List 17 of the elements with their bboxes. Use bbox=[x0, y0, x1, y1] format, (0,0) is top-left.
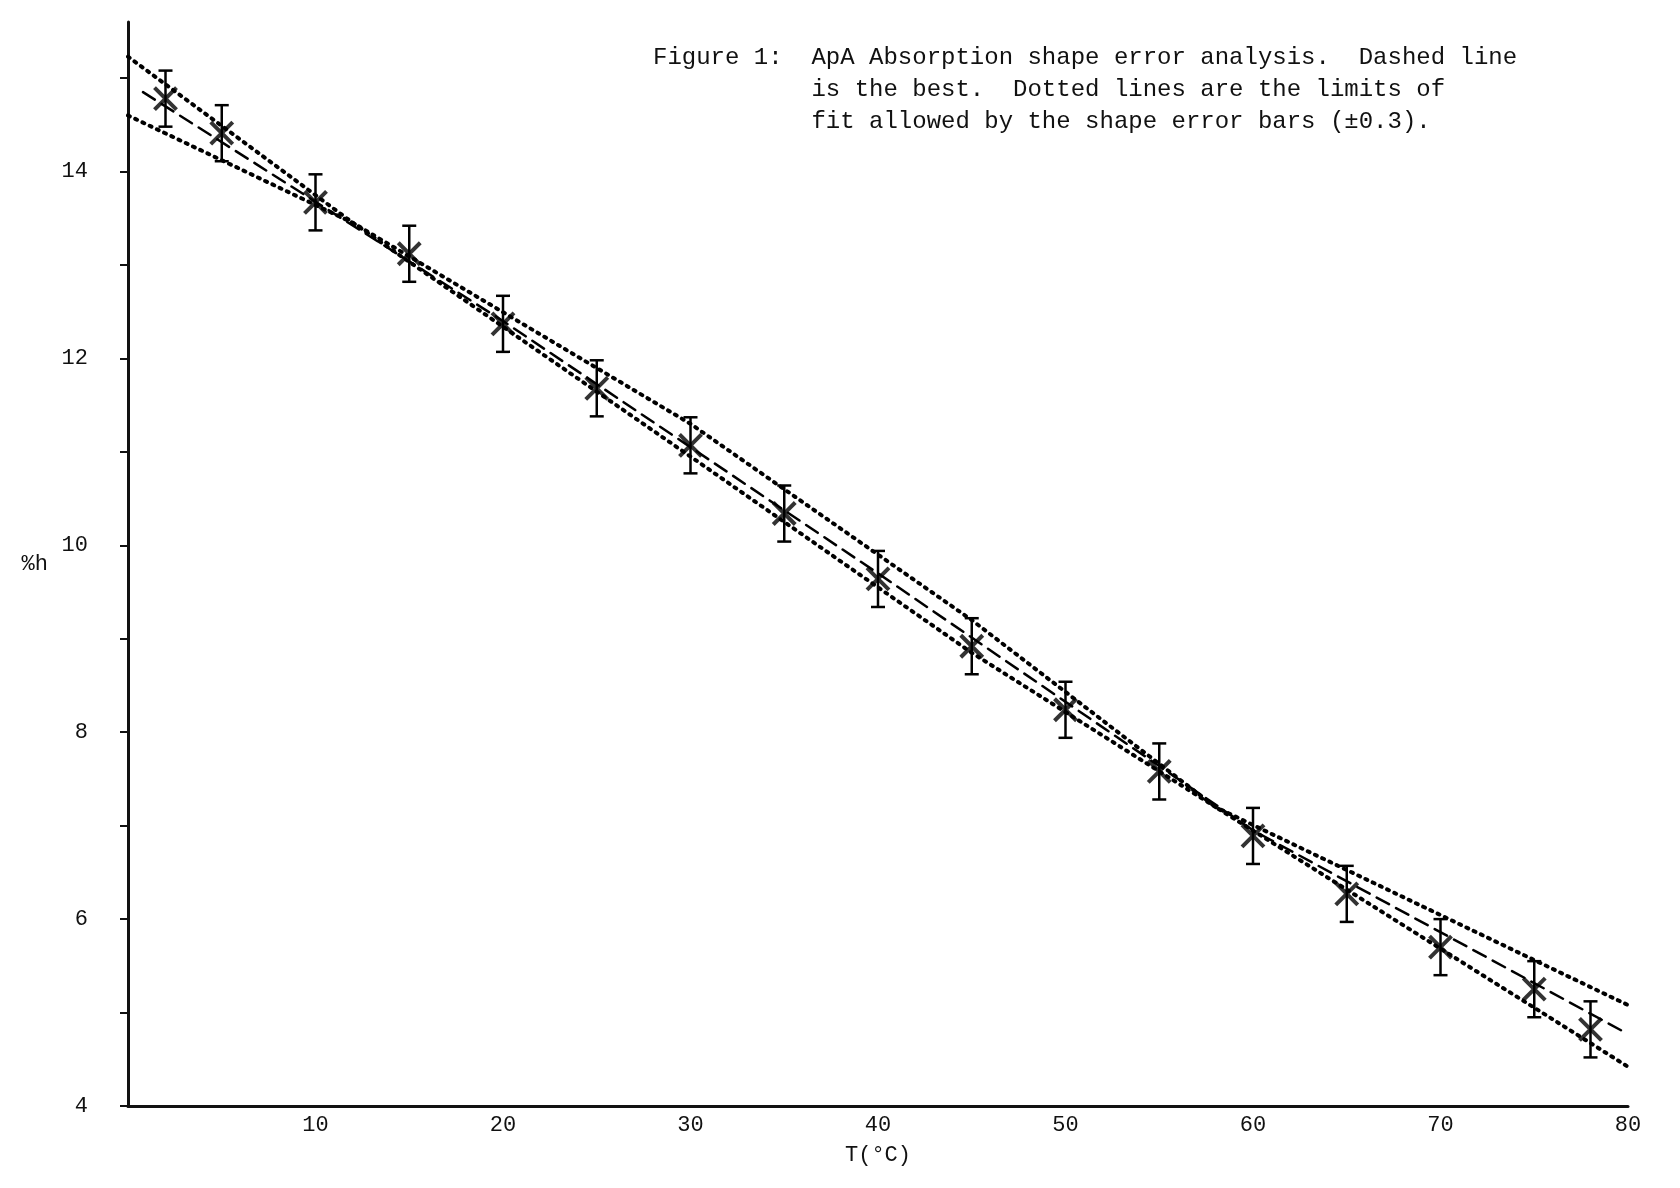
x-tick-label: 10 bbox=[302, 1112, 329, 1138]
y-tick-label: 12 bbox=[61, 345, 88, 371]
x-tick-label: 20 bbox=[489, 1112, 517, 1138]
x-tick-label: 40 bbox=[864, 1112, 892, 1138]
x-tick-label: 30 bbox=[677, 1112, 704, 1138]
y-tick-label: 10 bbox=[61, 532, 88, 558]
y-tick-label: 8 bbox=[74, 719, 88, 745]
y-tick-label: 14 bbox=[61, 159, 88, 185]
y-tick-label: 6 bbox=[74, 906, 88, 932]
x-tick-label: 70 bbox=[1427, 1112, 1454, 1138]
x-tick-label: 60 bbox=[1239, 1112, 1267, 1138]
y-tick-label: 4 bbox=[74, 1093, 88, 1119]
x-axis-title: T(°C) bbox=[844, 1142, 912, 1168]
x-tick-label: 80 bbox=[1614, 1112, 1642, 1138]
text: Figure 1: ApA Absorption shape error analysis. Dashed line is the best. Dotted lines are the limits of fit allowed by the shape error bars (±0.3). bbox=[653, 43, 1518, 135]
y-axis-title: %h bbox=[21, 551, 48, 577]
x-tick-label: 50 bbox=[1052, 1112, 1079, 1138]
